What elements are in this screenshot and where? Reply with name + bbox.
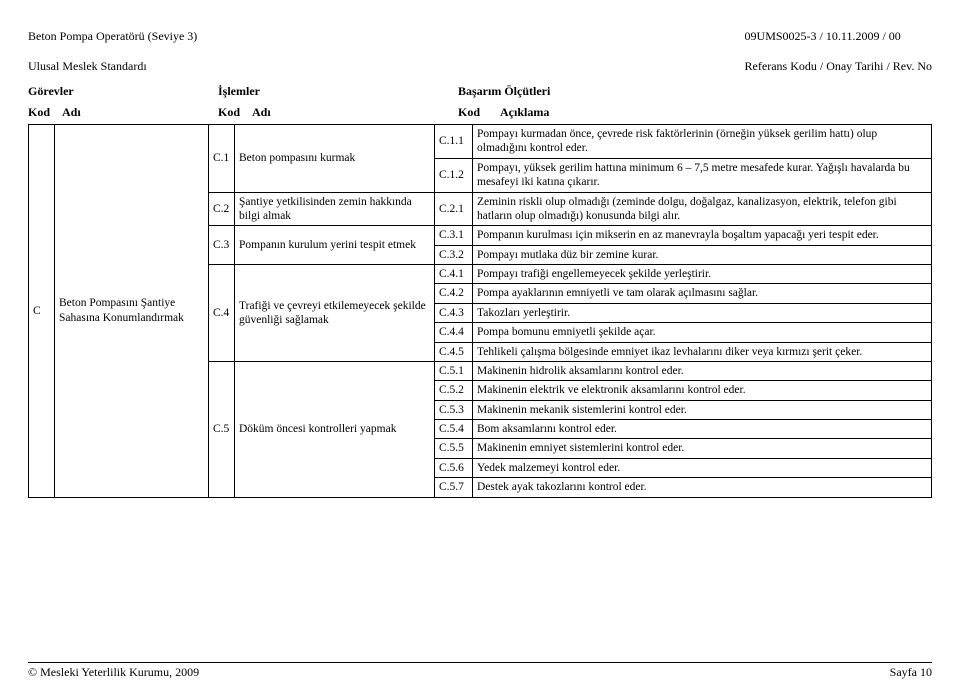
crit-txt: Makinenin hidrolik aksamlarını kontrol e… [473, 361, 932, 380]
crit-kod: C.1.2 [435, 158, 473, 192]
table-row: C Beton Pompasını Şantiye Sahasına Konum… [29, 125, 932, 159]
colhdr-kod-3: Kod [458, 105, 500, 120]
crit-txt: Pompa ayaklarının emniyetli ve tam olara… [473, 284, 932, 303]
page-footer: © Mesleki Yeterlilik Kurumu, 2009 Sayfa … [28, 662, 932, 680]
crit-txt: Pompayı kurmadan önce, çevrede risk fakt… [473, 125, 932, 159]
op-adi: Döküm öncesi kontrolleri yapmak [235, 361, 435, 497]
criteria-table: C Beton Pompasını Şantiye Sahasına Konum… [28, 124, 932, 498]
colhdr-kod-2: Kod [218, 105, 252, 120]
crit-kod: C.5.6 [435, 458, 473, 477]
op-kod: C.2 [209, 192, 235, 226]
column-headers-row: Kod Adı Kod Adı Kod Açıklama [28, 105, 932, 120]
crit-txt: Makinenin mekanik sistemlerini kontrol e… [473, 400, 932, 419]
crit-txt: Pompanın kurulması için mikserin en az m… [473, 226, 932, 245]
section-labels-row: Görevler İşlemler Başarım Ölçütleri [28, 84, 932, 99]
task-adi: Beton Pompasını Şantiye Sahasına Konumla… [55, 125, 209, 498]
crit-kod: C.4.4 [435, 323, 473, 342]
crit-txt: Makinenin elektrik ve elektronik aksamla… [473, 381, 932, 400]
crit-txt: Pompayı, yüksek gerilim hattına minimum … [473, 158, 932, 192]
page-header: Beton Pompa Operatörü (Seviye 3) Ulusal … [28, 14, 932, 74]
crit-kod: C.1.1 [435, 125, 473, 159]
task-kod: C [29, 125, 55, 498]
crit-txt: Tehlikeli çalışma bölgesinde emniyet ika… [473, 342, 932, 361]
colhdr-adi-2: Adı [252, 105, 458, 120]
op-adi: Trafiği ve çevreyi etkilemeyecek şekilde… [235, 265, 435, 362]
crit-kod: C.3.2 [435, 245, 473, 264]
crit-kod: C.5.5 [435, 439, 473, 458]
op-adi: Pompanın kurulum yerini tespit etmek [235, 226, 435, 265]
crit-kod: C.5.7 [435, 478, 473, 497]
header-left-line2: Ulusal Meslek Standardı [28, 59, 147, 73]
crit-kod: C.4.5 [435, 342, 473, 361]
crit-txt: Pompayı mutlaka düz bir zemine kurar. [473, 245, 932, 264]
crit-kod: C.4.3 [435, 303, 473, 322]
footer-left: © Mesleki Yeterlilik Kurumu, 2009 [28, 665, 199, 680]
label-basarim: Başarım Ölçütleri [458, 84, 932, 99]
crit-kod: C.5.2 [435, 381, 473, 400]
crit-txt: Takozları yerleştirir. [473, 303, 932, 322]
colhdr-kod-1: Kod [28, 105, 62, 120]
op-kod: C.4 [209, 265, 235, 362]
crit-kod: C.5.1 [435, 361, 473, 380]
footer-right: Sayfa 10 [890, 665, 932, 680]
op-kod: C.3 [209, 226, 235, 265]
crit-kod: C.4.1 [435, 265, 473, 284]
op-adi: Beton pompasını kurmak [235, 125, 435, 193]
op-adi: Şantiye yetkilisinden zemin hakkında bil… [235, 192, 435, 226]
op-kod: C.5 [209, 361, 235, 497]
crit-txt: Pompa bomunu emniyetli şekilde açar. [473, 323, 932, 342]
crit-txt: Zeminin riskli olup olmadığı (zeminde do… [473, 192, 932, 226]
crit-kod: C.2.1 [435, 192, 473, 226]
colhdr-aciklama: Açıklama [500, 105, 932, 120]
op-kod: C.1 [209, 125, 235, 193]
crit-txt: Yedek malzemeyi kontrol eder. [473, 458, 932, 477]
crit-kod: C.3.1 [435, 226, 473, 245]
crit-txt: Destek ayak takozlarını kontrol eder. [473, 478, 932, 497]
header-right-line1: 09UMS0025-3 / 10.11.2009 / 00 [745, 29, 901, 43]
label-gorevler: Görevler [28, 84, 218, 99]
label-islemler: İşlemler [218, 84, 458, 99]
crit-txt: Pompayı trafiği engellemeyecek şekilde y… [473, 265, 932, 284]
colhdr-adi-1: Adı [62, 105, 218, 120]
crit-kod: C.4.2 [435, 284, 473, 303]
crit-txt: Bom aksamlarını kontrol eder. [473, 420, 932, 439]
crit-txt: Makinenin emniyet sistemlerini kontrol e… [473, 439, 932, 458]
header-left-line1: Beton Pompa Operatörü (Seviye 3) [28, 29, 197, 43]
header-right-line2: Referans Kodu / Onay Tarihi / Rev. No [745, 59, 932, 73]
crit-kod: C.5.4 [435, 420, 473, 439]
crit-kod: C.5.3 [435, 400, 473, 419]
